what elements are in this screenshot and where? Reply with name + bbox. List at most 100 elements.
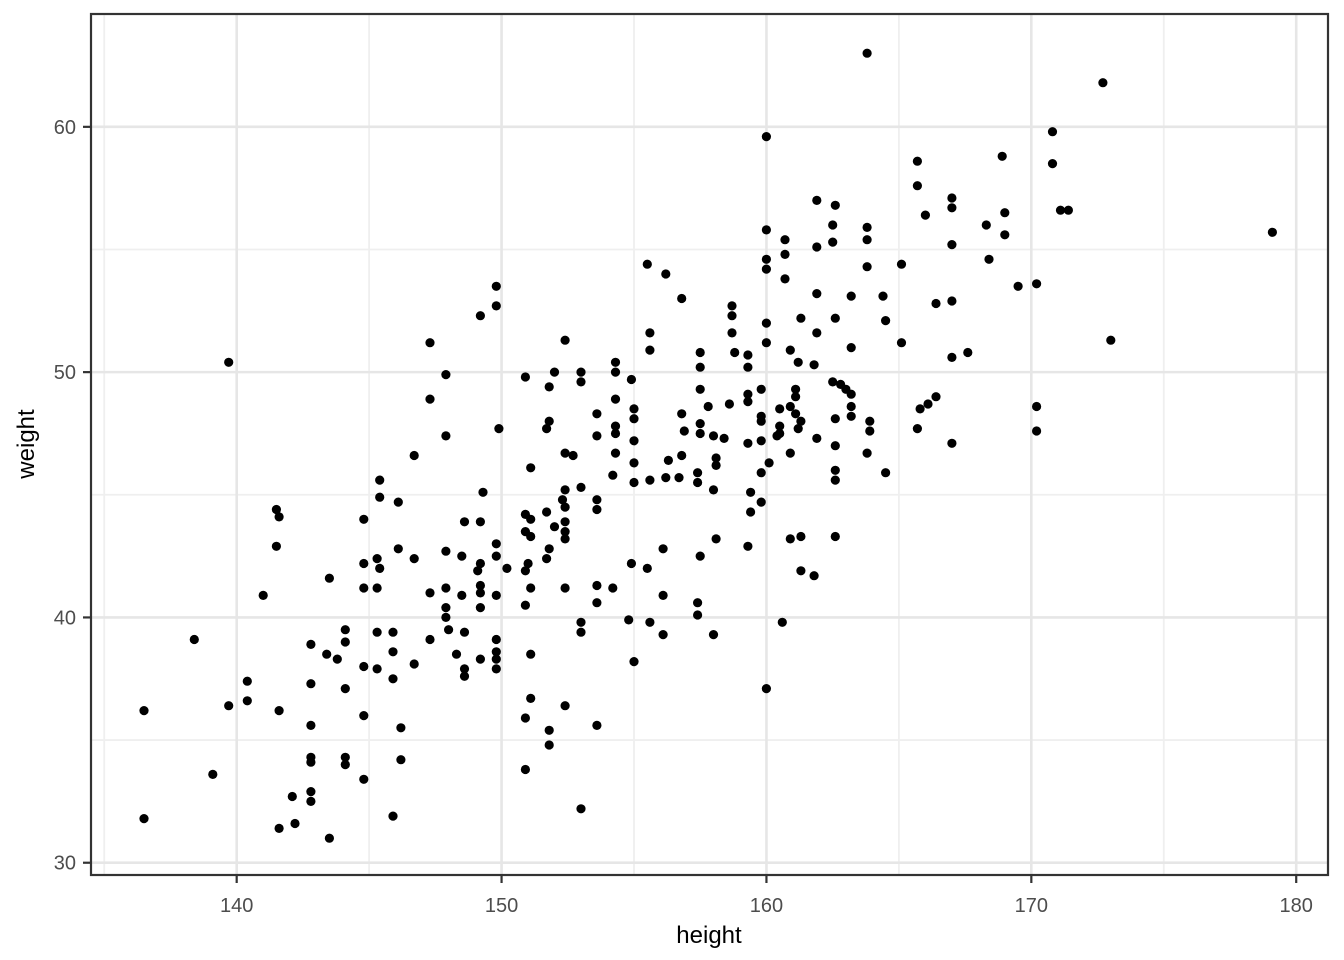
x-tick-label: 150 (485, 895, 518, 917)
data-point (491, 590, 501, 601)
data-point (727, 328, 737, 338)
data-point (396, 755, 406, 765)
data-point (743, 438, 753, 448)
data-point (878, 291, 888, 301)
data-point (777, 617, 787, 627)
data-point (1106, 335, 1116, 345)
data-point (761, 338, 772, 348)
data-point (306, 757, 316, 767)
data-point (947, 203, 957, 213)
data-point (592, 431, 602, 441)
data-point (830, 465, 840, 475)
data-point (661, 269, 671, 279)
data-point (785, 448, 795, 458)
data-point (491, 654, 501, 664)
data-point (791, 384, 801, 394)
data-point (409, 450, 419, 461)
data-point (576, 627, 586, 637)
data-point (846, 411, 856, 421)
data-point (830, 200, 840, 210)
data-point (520, 600, 531, 610)
data-point (526, 463, 536, 473)
data-point (549, 522, 560, 532)
data-point (274, 512, 284, 522)
data-point (475, 311, 485, 321)
data-point (544, 544, 554, 554)
data-point (1047, 127, 1058, 137)
data-point (340, 625, 350, 635)
data-point (785, 401, 795, 412)
data-point (658, 544, 668, 554)
data-point (711, 534, 721, 544)
data-point (560, 485, 570, 495)
y-axis-title: weight (13, 409, 40, 479)
data-point (306, 796, 316, 807)
data-point (677, 293, 687, 304)
data-point (306, 720, 316, 731)
data-point (629, 458, 639, 468)
data-point (393, 544, 403, 554)
data-point (645, 617, 655, 627)
x-tick-label: 140 (220, 895, 253, 917)
data-point (520, 566, 531, 576)
data-point (663, 455, 674, 465)
data-point (997, 151, 1007, 161)
data-point (785, 534, 795, 544)
data-point (693, 468, 703, 478)
data-point (441, 370, 451, 380)
data-point (473, 566, 483, 576)
data-point (459, 517, 470, 527)
data-point (491, 301, 501, 311)
data-point (658, 590, 668, 601)
data-point (780, 249, 790, 259)
data-point (409, 554, 419, 564)
data-point (947, 352, 957, 362)
data-point (375, 563, 385, 574)
data-point (645, 345, 655, 355)
data-point (645, 475, 655, 485)
data-point (372, 664, 382, 674)
data-point (812, 242, 822, 252)
data-point (549, 367, 560, 377)
data-point (629, 477, 639, 488)
data-point (372, 583, 382, 593)
data-point (576, 377, 586, 387)
data-point (340, 637, 350, 647)
data-point (865, 416, 875, 426)
data-point (526, 693, 536, 704)
data-point (1013, 281, 1023, 291)
data-point (560, 583, 570, 593)
data-point (947, 438, 957, 448)
data-point (459, 671, 470, 681)
x-axis-title: height (676, 922, 742, 949)
data-point (862, 448, 872, 458)
data-point (388, 647, 398, 657)
data-point (557, 495, 568, 505)
data-point (772, 431, 782, 441)
data-point (708, 431, 719, 441)
data-point (491, 647, 501, 657)
data-point (761, 254, 772, 264)
data-point (258, 590, 268, 601)
data-point (242, 696, 252, 706)
data-point (375, 475, 385, 485)
data-point (491, 634, 501, 645)
data-point (576, 804, 586, 814)
data-point (881, 468, 891, 478)
data-point (626, 374, 637, 385)
data-point (796, 416, 806, 426)
data-point (388, 674, 398, 684)
data-point (491, 664, 501, 674)
data-point (139, 706, 149, 716)
data-point (544, 382, 554, 392)
y-tick-label: 40 (54, 607, 76, 629)
data-point (743, 362, 753, 372)
data-point (915, 404, 925, 414)
data-point (306, 639, 316, 650)
data-point (274, 823, 284, 834)
data-point (693, 598, 703, 608)
data-point (560, 534, 570, 544)
data-point (359, 774, 369, 784)
data-point (693, 477, 703, 488)
data-point (610, 394, 621, 404)
